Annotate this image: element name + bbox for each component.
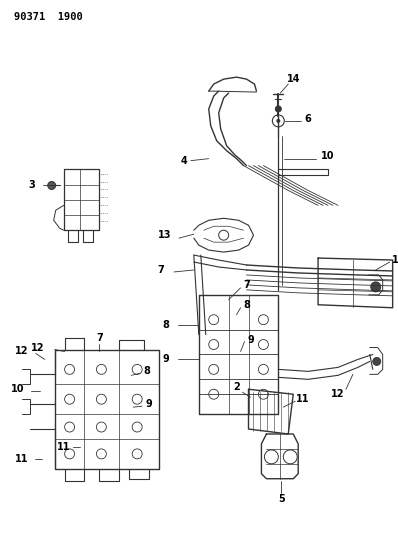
- Text: 5: 5: [278, 494, 285, 504]
- Text: 7: 7: [243, 280, 250, 290]
- Text: 11: 11: [57, 442, 70, 452]
- Text: 2: 2: [233, 382, 240, 392]
- Text: 8: 8: [243, 300, 250, 310]
- Text: 4: 4: [181, 156, 187, 166]
- Text: 8: 8: [144, 366, 150, 376]
- Text: 10: 10: [11, 384, 25, 394]
- Text: 11: 11: [15, 454, 29, 464]
- Text: 12: 12: [331, 389, 345, 399]
- Text: 7: 7: [96, 333, 103, 343]
- Text: 11: 11: [297, 394, 310, 404]
- Circle shape: [371, 282, 381, 292]
- Text: 9: 9: [247, 335, 254, 344]
- Text: 90371  1900: 90371 1900: [14, 12, 83, 21]
- Text: 6: 6: [305, 114, 312, 124]
- Text: 7: 7: [158, 265, 164, 275]
- Circle shape: [48, 182, 56, 189]
- Text: 9: 9: [146, 399, 152, 409]
- Circle shape: [373, 358, 381, 366]
- Text: 12: 12: [31, 343, 45, 352]
- Text: 9: 9: [163, 354, 170, 365]
- Circle shape: [275, 106, 281, 112]
- Text: 10: 10: [321, 151, 335, 160]
- Text: 8: 8: [162, 320, 170, 329]
- Text: 1: 1: [392, 255, 398, 265]
- Text: 3: 3: [28, 181, 35, 190]
- Text: 12: 12: [15, 346, 29, 357]
- Circle shape: [276, 119, 280, 123]
- Text: 13: 13: [158, 230, 172, 240]
- Text: 14: 14: [287, 74, 300, 84]
